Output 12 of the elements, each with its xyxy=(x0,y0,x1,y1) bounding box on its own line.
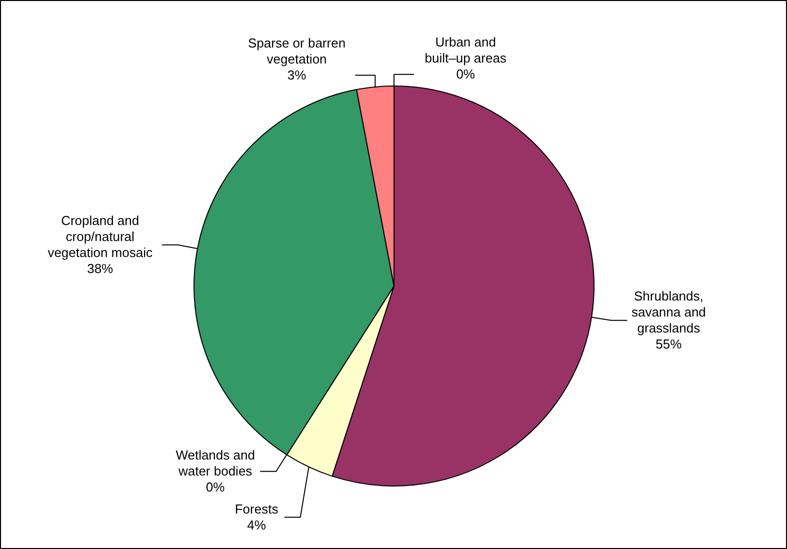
slice-label: Shrublands, savanna and grasslands xyxy=(631,288,706,336)
data-label: 3% xyxy=(287,67,307,82)
data-label: 55% xyxy=(656,336,682,352)
slice-label: Sparse or barren vegetation xyxy=(248,35,346,66)
data-label: 38% xyxy=(87,260,114,276)
text: 0% xyxy=(206,479,225,494)
text: 0% xyxy=(456,66,475,82)
data-label: 4% xyxy=(247,517,266,532)
slice-label: Cropland and crop/natural vegetation mosaic xyxy=(48,212,153,260)
legend-label: Wetlands and water bodies xyxy=(176,447,255,478)
slice-label: Forests xyxy=(234,501,279,516)
category-label: Urban and built–up areas xyxy=(424,34,506,66)
